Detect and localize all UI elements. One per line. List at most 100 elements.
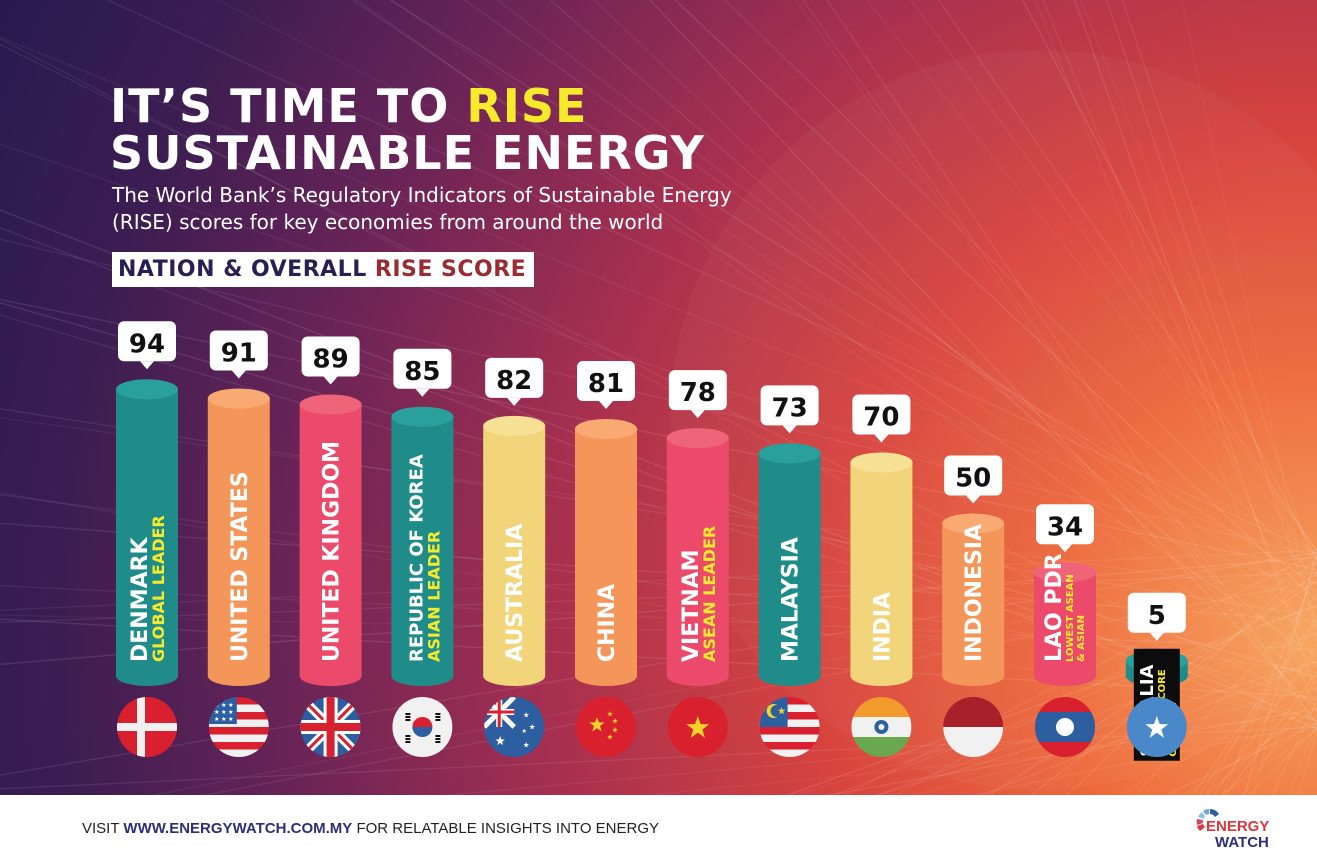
energywatch-logo[interactable]: ENERGY WATCH xyxy=(1190,805,1285,860)
infographic-canvas: IT’S TIME TO RISE SUSTAINABLE ENERGY The… xyxy=(0,0,1317,795)
light-ray xyxy=(1243,676,1317,795)
value-callout: 5 xyxy=(1127,592,1186,641)
country-name: DENMARK xyxy=(128,536,153,662)
bar-united-states: 91 UNITED STATES xyxy=(207,330,270,757)
country-name: INDIA xyxy=(870,592,895,662)
title-line-2: SUSTAINABLE ENERGY xyxy=(110,126,705,180)
light-ray xyxy=(549,0,1317,667)
denmark-flag-icon xyxy=(117,697,177,757)
country-label-group: CHINA xyxy=(595,584,620,662)
value-callout: 34 xyxy=(1036,504,1094,553)
value-callout: 70 xyxy=(852,394,911,443)
australia-flag-icon xyxy=(484,697,545,757)
light-ray xyxy=(217,0,1317,551)
logo-word-energy: ENERGY xyxy=(1206,818,1270,835)
country-name: INDONESIA xyxy=(962,524,987,662)
value-label: 78 xyxy=(680,378,716,408)
light-ray xyxy=(674,0,1317,602)
bar-top xyxy=(299,394,362,415)
light-ray xyxy=(895,562,1317,795)
footer: VISIT WWW.ENERGYWATCH.COM.MY FOR RELATAB… xyxy=(0,795,1317,867)
callout-box xyxy=(1036,504,1094,545)
value-label: 91 xyxy=(221,338,257,368)
light-ray xyxy=(1252,549,1317,795)
bar-malaysia: 73 MALAYSIA xyxy=(758,385,821,757)
light-ray xyxy=(389,0,1317,586)
light-ray xyxy=(877,660,1317,795)
bar-body xyxy=(1034,572,1096,676)
light-ray xyxy=(1271,700,1317,795)
bar-base xyxy=(299,666,362,686)
bar-top xyxy=(1034,562,1096,583)
callout-pointer xyxy=(323,376,338,385)
light-ray xyxy=(1034,0,1317,714)
callout-pointer xyxy=(1058,544,1072,553)
country-label-group: INDONESIA xyxy=(962,524,987,662)
bar-top xyxy=(483,415,546,436)
country-name: VIETNAM xyxy=(679,549,704,662)
light-ray xyxy=(1288,718,1317,795)
light-ray xyxy=(1134,594,1317,795)
light-ray xyxy=(0,238,1317,557)
value-label: 50 xyxy=(955,464,991,494)
value-label: 94 xyxy=(129,329,165,359)
bar-top xyxy=(116,379,178,400)
light-ray xyxy=(1183,708,1317,795)
light-ray xyxy=(1118,686,1317,795)
bar-top xyxy=(758,443,821,464)
light-ray xyxy=(154,562,1317,795)
korea-flag-icon xyxy=(392,697,453,757)
bar-australia: 82 AUSTRALIA xyxy=(483,357,546,757)
bar-body xyxy=(299,404,362,676)
light-ray xyxy=(910,0,1317,552)
callout-box xyxy=(301,336,360,377)
country-label-group: UNITED KINGDOM xyxy=(320,441,345,662)
light-ray xyxy=(1213,644,1317,795)
bar-body xyxy=(942,523,1005,676)
footer-visit-suffix: FOR RELATABLE INSIGHTS INTO ENERGY xyxy=(352,820,660,837)
light-ray xyxy=(1220,729,1317,795)
logo-ring-icon xyxy=(1196,809,1219,831)
country-name: UNITED STATES xyxy=(228,471,253,662)
light-ray xyxy=(802,0,1317,726)
callout-pointer xyxy=(415,388,430,397)
bar-body xyxy=(850,462,913,676)
callout-box xyxy=(393,348,452,389)
logo-word-watch: WATCH xyxy=(1215,834,1269,851)
light-ray xyxy=(866,0,1317,561)
value-label: 5 xyxy=(1148,601,1166,631)
light-ray xyxy=(1243,555,1317,795)
bar-base xyxy=(207,666,270,686)
callout-pointer xyxy=(1149,632,1164,641)
uk-flag-icon xyxy=(300,697,361,757)
light-ray xyxy=(724,0,1317,579)
bar-top xyxy=(850,452,913,473)
value-callout: 94 xyxy=(118,321,176,370)
light-ray xyxy=(593,0,1317,692)
light-ray xyxy=(1067,557,1317,795)
value-label: 81 xyxy=(588,369,624,399)
country-name: UNITED KINGDOM xyxy=(320,441,345,662)
callout-box xyxy=(668,370,727,411)
light-ray xyxy=(913,686,1317,795)
usa-flag-icon xyxy=(208,697,269,757)
callout-pointer xyxy=(966,495,981,504)
country-label-group: AUSTRALIA xyxy=(503,524,528,662)
light-ray xyxy=(0,36,1317,567)
callout-box xyxy=(209,330,268,371)
bar-somalia: 5SOMALIALOWEST SCOREGLOBALLY xyxy=(1125,592,1188,761)
light-ray xyxy=(1022,0,1317,560)
country-label-group: MALAYSIA xyxy=(779,537,804,662)
callout-pointer xyxy=(140,361,154,370)
bar-base xyxy=(850,666,913,686)
indonesia-flag-icon xyxy=(943,697,1004,757)
footer-cta: VISIT WWW.ENERGYWATCH.COM.MY FOR RELATAB… xyxy=(82,819,659,839)
country-name: REPUBLIC OF KOREA xyxy=(406,454,427,662)
value-label: 70 xyxy=(863,403,899,433)
country-note: GLOBAL LEADER xyxy=(149,515,168,662)
footer-url-link[interactable]: WWW.ENERGYWATCH.COM.MY xyxy=(123,820,353,837)
country-name: CHINA xyxy=(595,584,620,662)
